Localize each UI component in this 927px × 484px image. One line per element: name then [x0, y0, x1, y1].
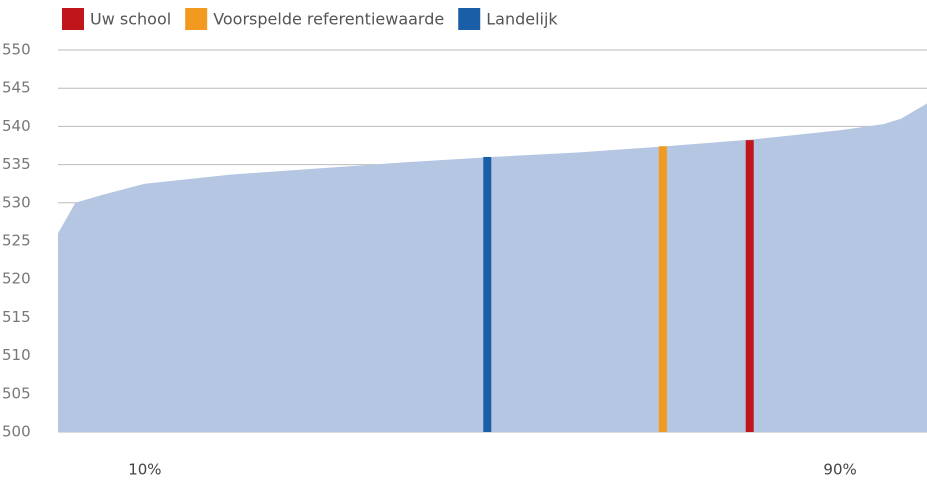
y-tick-label: 545 — [2, 79, 31, 97]
marker-line — [745, 140, 754, 433]
y-tick-label: 540 — [2, 117, 31, 135]
y-tick-label: 550 — [2, 41, 31, 59]
area — [58, 103, 927, 432]
y-tick-label: 525 — [2, 232, 31, 250]
x-tick-label: 90% — [823, 461, 856, 479]
y-tick-label: 505 — [2, 384, 31, 402]
y-tick-label: 520 — [2, 270, 31, 288]
legend-label: Uw school — [90, 10, 171, 29]
y-tick-label: 515 — [2, 308, 31, 326]
legend-swatch — [185, 8, 208, 30]
y-tick-label: 535 — [2, 155, 31, 173]
marker-line — [658, 146, 667, 432]
x-tick-label: 10% — [128, 461, 161, 479]
legend-swatch — [458, 8, 481, 30]
legend-label: Voorspelde referentiewaarde — [213, 10, 444, 29]
y-tick-label: 530 — [2, 193, 31, 211]
legend-label: Landelijk — [486, 10, 558, 29]
y-tick-label: 510 — [2, 346, 31, 364]
legend-swatch — [62, 8, 84, 30]
y-tick-label: 500 — [2, 423, 31, 441]
marker-line — [483, 156, 492, 432]
